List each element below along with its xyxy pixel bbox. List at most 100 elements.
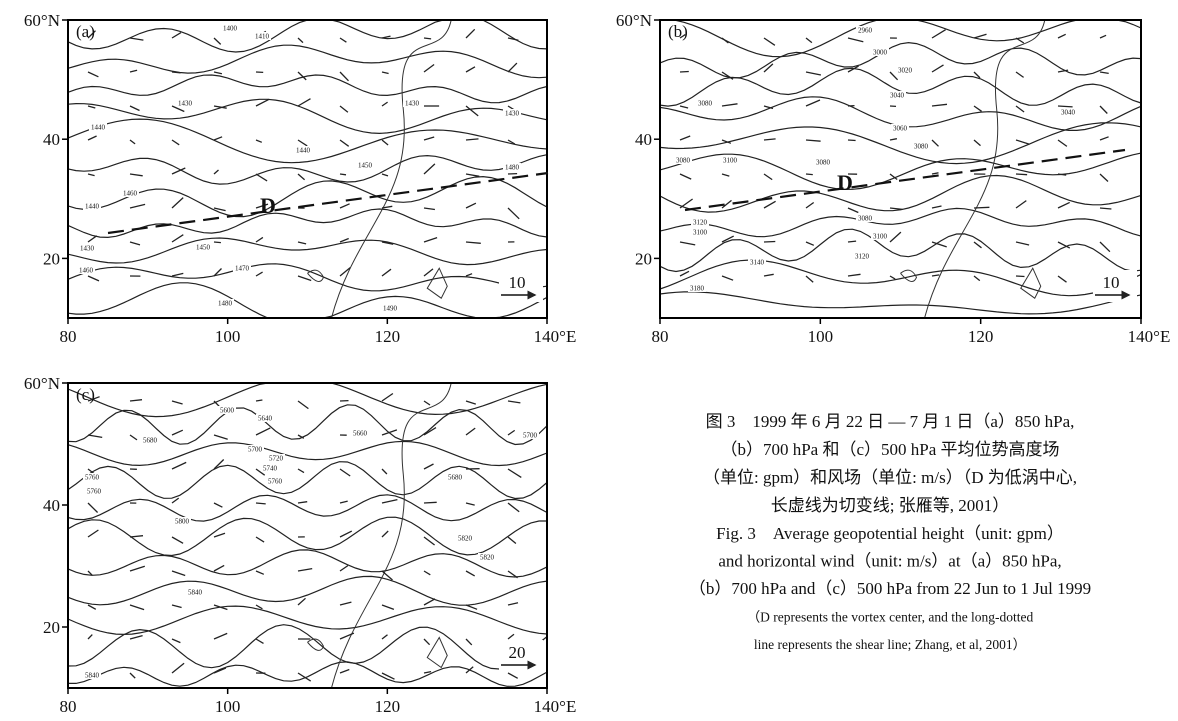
wind-arrow <box>721 139 732 144</box>
contour-line <box>67 440 548 467</box>
wind-arrow <box>423 63 435 73</box>
wind-arrow <box>1057 201 1070 209</box>
wind-arrow <box>465 638 473 646</box>
contour-label: 5840 <box>188 589 203 597</box>
wind-arrow <box>423 163 436 175</box>
contour-line <box>67 404 548 446</box>
contour-label: 5760 <box>85 474 100 482</box>
contour-line <box>659 259 1142 297</box>
contour-label-bg <box>78 244 96 252</box>
wind-arrow <box>339 37 347 43</box>
wind-arrow <box>507 400 521 404</box>
wind-arrow <box>213 136 223 141</box>
contour-line <box>659 291 1142 315</box>
contour-label-bg <box>688 284 706 292</box>
wind-arrow <box>171 71 181 74</box>
wind-arrow <box>381 634 388 640</box>
wind-arrow <box>255 203 269 209</box>
caption-en: Fig. 3 Average geopotential height（unit:… <box>716 524 1064 543</box>
wind-arrow <box>763 273 774 277</box>
wind-arrow <box>171 139 180 146</box>
contour-label: 5700 <box>523 432 538 440</box>
wind-arrow <box>1057 139 1068 147</box>
wind-arrow <box>129 434 138 441</box>
wind-arrow <box>805 275 814 283</box>
wind-arrow <box>381 35 391 39</box>
contour-label-bg <box>674 156 692 164</box>
contour-label: 3100 <box>873 233 888 241</box>
x-axis-label: 120 <box>375 327 401 346</box>
wind-arrow <box>255 468 266 476</box>
contour-label: 1450 <box>196 244 211 252</box>
wind-arrow <box>339 530 353 538</box>
wind-arrow <box>805 201 815 209</box>
contour-line <box>67 98 548 135</box>
wind-arrow <box>381 570 393 581</box>
contour-label-bg <box>814 158 832 166</box>
wind-arrow <box>763 200 776 209</box>
wind-arrow <box>423 638 431 646</box>
wind-arrow <box>507 633 515 640</box>
caption-en: and horizontal wind（unit: m/s）at（a）850 h… <box>718 552 1061 571</box>
wind-arrow <box>1015 200 1027 209</box>
map-panel: 2960 3000 3020 3040 3080 3060 3080 3040 3080 3100… <box>616 11 1170 346</box>
wind-arrow <box>973 206 990 209</box>
wind-arrow <box>297 241 307 245</box>
wind-arrow <box>805 99 821 107</box>
wind-arrow <box>465 400 476 405</box>
x-axis-label: 140°E <box>534 697 577 716</box>
wind-arrow <box>171 400 183 405</box>
wind-arrow <box>973 105 982 112</box>
wind-arrow <box>847 65 859 73</box>
contour-label: 3060 <box>893 125 908 133</box>
wind-arrow <box>297 672 312 682</box>
coastline <box>307 636 448 669</box>
wind-arrow <box>381 604 395 611</box>
wind-arrow <box>721 71 734 80</box>
contour-label: 3040 <box>890 92 905 100</box>
contour-label-bg <box>853 252 871 260</box>
wind-arrow <box>423 37 432 40</box>
wind-arrow <box>87 275 100 282</box>
contour-label-bg <box>503 163 521 171</box>
contour-label-bg <box>691 218 709 226</box>
panel-label: (a) <box>76 22 95 41</box>
contour-label: 5800 <box>175 518 190 526</box>
contour-label-bg <box>456 534 474 542</box>
contour-label-bg <box>403 99 421 107</box>
x-axis-label: 140°E <box>1128 327 1171 346</box>
wind-arrow <box>213 532 226 538</box>
contour-label: 5840 <box>85 672 100 680</box>
contour-line <box>67 624 548 670</box>
wind-arrow <box>931 64 944 73</box>
wind-arrow <box>255 236 264 243</box>
vortex-center: D <box>260 193 276 218</box>
wind-arrow <box>171 234 184 243</box>
wind-arrow <box>931 139 939 147</box>
wind-arrow <box>339 203 350 209</box>
wind-arrow <box>171 461 187 470</box>
wind-arrow <box>213 71 223 75</box>
wind-arrow <box>171 197 184 209</box>
wind-arrow <box>297 173 306 181</box>
wind-arrow <box>381 241 394 245</box>
wind-arrow <box>763 240 776 243</box>
wind-arrow <box>1057 173 1067 176</box>
plot-frame <box>67 382 548 689</box>
contour-line <box>67 263 548 292</box>
contour-line <box>67 575 548 606</box>
contour-label: 5660 <box>353 430 368 438</box>
y-axis-label: 40 <box>43 130 60 149</box>
contour-label-bg <box>194 243 212 251</box>
wind-arrow <box>1057 33 1066 39</box>
wind-arrow <box>297 567 313 572</box>
wind-arrow <box>721 275 734 281</box>
wind-arrow <box>297 597 306 606</box>
contour-line <box>67 44 548 79</box>
wind-arrow <box>255 638 264 644</box>
contour-label-bg <box>221 24 239 32</box>
contour-label-bg <box>186 588 204 596</box>
wind-arrow <box>87 135 97 141</box>
wind-arrow <box>129 399 143 402</box>
wind-arrow <box>763 138 776 141</box>
